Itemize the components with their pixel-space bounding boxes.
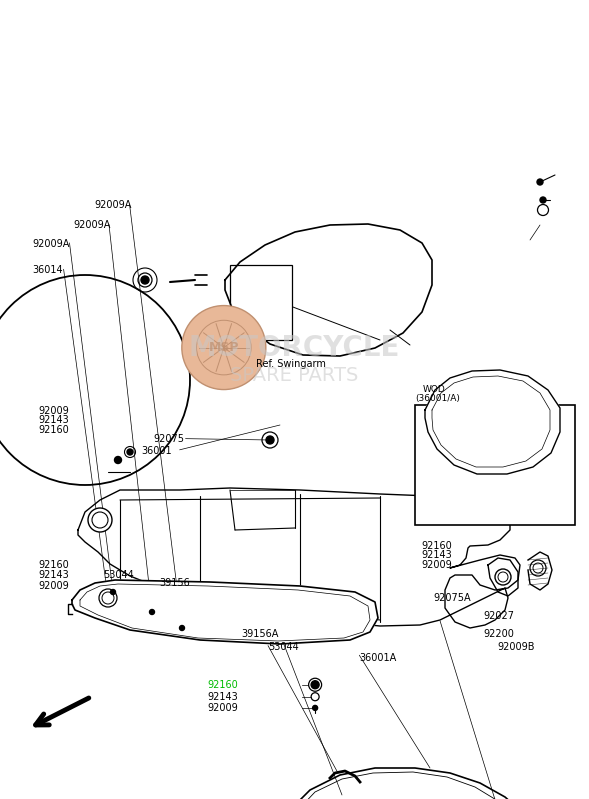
Text: 92160: 92160 (207, 680, 238, 690)
Text: 92009A: 92009A (94, 201, 131, 210)
Text: 92009: 92009 (421, 560, 452, 570)
Text: 53044: 53044 (268, 642, 299, 652)
Text: 36001A: 36001A (359, 653, 396, 662)
Circle shape (313, 706, 317, 710)
Circle shape (266, 436, 274, 444)
Circle shape (537, 179, 543, 185)
Polygon shape (72, 580, 378, 644)
Text: 92143: 92143 (38, 415, 69, 425)
Circle shape (0, 275, 190, 485)
Text: 39156: 39156 (159, 578, 190, 588)
Text: 92143: 92143 (207, 692, 238, 702)
Text: WOD: WOD (423, 384, 446, 394)
Text: 92160: 92160 (421, 541, 452, 551)
Circle shape (311, 681, 319, 689)
Circle shape (111, 590, 115, 594)
Polygon shape (425, 370, 560, 474)
Circle shape (182, 305, 266, 390)
Text: 36001: 36001 (141, 447, 172, 456)
Text: 92143: 92143 (38, 570, 69, 580)
Text: Ref. Swingarm: Ref. Swingarm (256, 360, 326, 369)
Text: 92075A: 92075A (433, 593, 471, 602)
Text: 36014: 36014 (32, 265, 63, 275)
Text: 92009: 92009 (38, 406, 69, 415)
Text: 92160: 92160 (38, 560, 69, 570)
Circle shape (127, 449, 133, 455)
Text: 92009A: 92009A (74, 221, 111, 230)
Text: SPARE PARTS: SPARE PARTS (230, 366, 359, 385)
Text: 92160: 92160 (38, 425, 69, 435)
Text: 92009: 92009 (207, 703, 238, 713)
Circle shape (150, 610, 154, 614)
Bar (230, 265, 292, 340)
Text: 92009B: 92009B (498, 642, 535, 652)
Bar (415, 405, 575, 525)
Text: MSP: MSP (209, 341, 239, 354)
Polygon shape (290, 768, 530, 799)
Polygon shape (225, 224, 432, 356)
Text: 53044: 53044 (103, 570, 134, 580)
Text: 92143: 92143 (421, 551, 452, 560)
Text: (36001/A): (36001/A) (415, 394, 460, 403)
Text: 92200: 92200 (483, 629, 514, 638)
Circle shape (114, 456, 121, 463)
Text: 92009A: 92009A (32, 239, 70, 248)
Circle shape (141, 276, 149, 284)
Circle shape (540, 197, 546, 203)
Polygon shape (78, 488, 520, 628)
Text: 92009: 92009 (38, 581, 69, 590)
Text: 92075: 92075 (153, 435, 184, 444)
Text: 39156A: 39156A (241, 629, 279, 638)
Circle shape (180, 626, 184, 630)
Text: MOTORCYCLE: MOTORCYCLE (189, 333, 400, 362)
Circle shape (88, 508, 112, 532)
Text: 92027: 92027 (483, 611, 514, 621)
